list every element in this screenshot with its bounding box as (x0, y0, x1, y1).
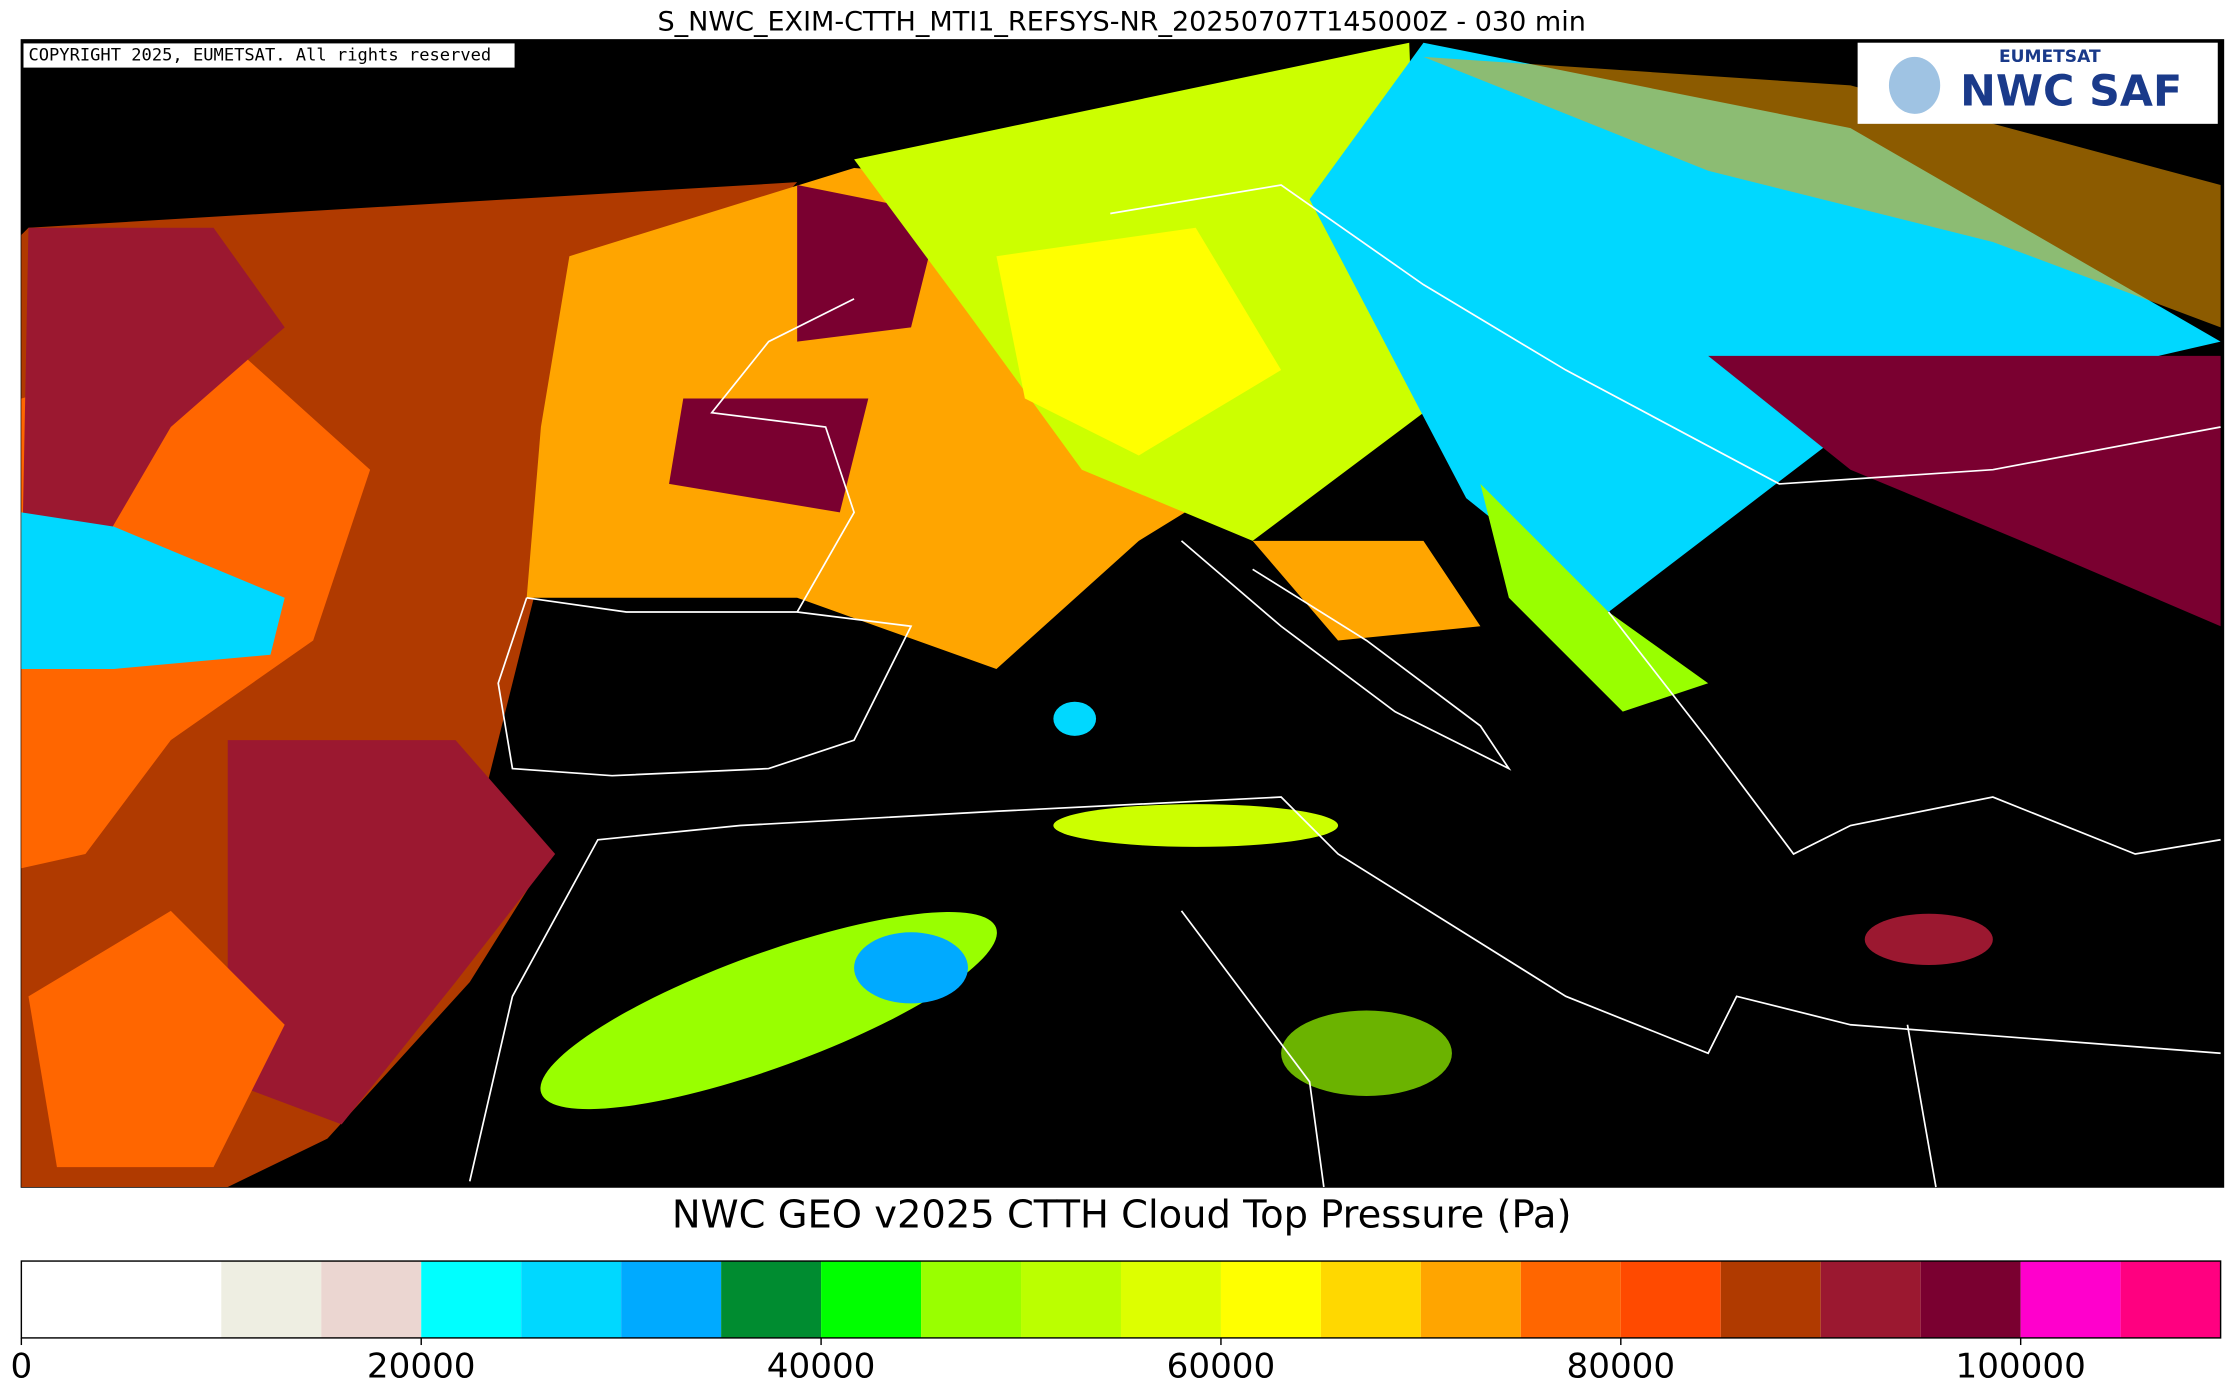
border (1906, 1024, 1937, 1188)
map: COPYRIGHT 2025, EUMETSAT. All rights res… (20, 39, 2225, 1188)
product-title: S_NWC_EXIM-CTTH_MTI1_REFSYS-NR_20250707T… (657, 6, 1585, 37)
colorbar-segment (1021, 1261, 1121, 1338)
colorbar-segment (1520, 1261, 1621, 1338)
cloud-patch (1252, 540, 1481, 641)
colorbar-segment (2120, 1261, 2221, 1338)
atlantic-cloud (21, 227, 285, 598)
border (1180, 910, 1325, 1188)
coastline (497, 596, 913, 777)
copyright-box (22, 41, 517, 70)
cloud-patch (854, 932, 968, 1004)
coastlines (468, 184, 2221, 1188)
colorbar-segment (1120, 1261, 1221, 1338)
logo-globe (1888, 56, 1941, 114)
east-cloud (1708, 355, 2221, 627)
colorbar-title: NWC GEO v2025 CTTH Cloud Top Pressure (P… (672, 1192, 1572, 1237)
colorbar-segment (1620, 1261, 1721, 1338)
coastline (468, 796, 2221, 1182)
colorbar-segment (2020, 1261, 2121, 1338)
europe-cloud (996, 227, 1282, 456)
tick-label: 40000 (767, 1346, 876, 1386)
tick-label: 60000 (1167, 1346, 1276, 1386)
atlantic-cloud (227, 740, 556, 1125)
colorbar-segment (521, 1261, 622, 1338)
tick-label: 0 (10, 1346, 32, 1386)
coastline (1180, 540, 1512, 771)
logo-top: EUMETSAT (1999, 47, 2101, 67)
cloud-patch (1281, 1010, 1452, 1096)
tick-label: 20000 (367, 1346, 476, 1386)
colorbar-segment (621, 1261, 722, 1338)
colorbar-segment (1420, 1261, 1521, 1338)
colorbar-segment (221, 1261, 322, 1338)
coastline (1607, 611, 2221, 856)
colorbar: 0 20000 40000 60000 80000 100000 (10, 1260, 2222, 1386)
colorbar-segment (1820, 1261, 1921, 1338)
tick-label: 80000 (1566, 1346, 1675, 1386)
colorbar-segment (1920, 1261, 2021, 1338)
colorbar-segment (421, 1261, 522, 1338)
colorbar-frame (20, 1260, 2222, 1339)
east-cloud (1423, 56, 2221, 328)
europe-cloud (669, 398, 869, 513)
colorbar-segment (821, 1261, 922, 1338)
atlantic-cloud (28, 910, 285, 1168)
colorbar-segment (1320, 1261, 1421, 1338)
colorbar-segment (21, 1261, 222, 1338)
tick-label: 100000 (1955, 1346, 2085, 1386)
cloud-patch (21, 512, 285, 669)
colorbar-segment (1220, 1261, 1321, 1338)
colorbar-segment (921, 1261, 1022, 1338)
logo-main: NWC SAF (1960, 66, 2182, 116)
colorbar-segment (1720, 1261, 1821, 1338)
colorbar-segment (321, 1261, 422, 1338)
cloud-patch (1053, 701, 1097, 736)
coastline (710, 298, 856, 613)
cloud-patch (1053, 804, 1339, 847)
colorbar-segment (721, 1261, 822, 1338)
copyright: COPYRIGHT 2025, EUMETSAT. All rights res… (28, 46, 491, 66)
cloud-patch (1864, 913, 1993, 966)
border (1110, 184, 2221, 485)
east-cloud (1309, 42, 2221, 613)
